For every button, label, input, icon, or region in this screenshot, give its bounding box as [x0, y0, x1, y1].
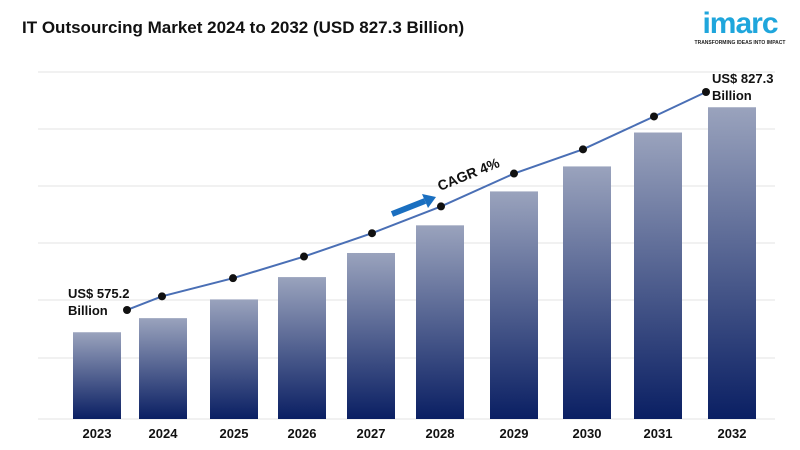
trend-marker — [579, 145, 587, 154]
trend-marker — [158, 292, 166, 301]
x-tick-label: 2025 — [220, 426, 249, 441]
x-tick-label: 2023 — [83, 426, 112, 441]
bar-2027 — [347, 252, 395, 419]
bar-2032 — [708, 107, 756, 419]
bar-2031 — [634, 132, 682, 420]
start-unit-label: Billion — [68, 303, 108, 318]
trend-marker — [650, 112, 658, 121]
bar-2023 — [73, 332, 121, 419]
x-tick-label: 2028 — [426, 426, 455, 441]
bar-2029 — [490, 191, 538, 419]
x-tick-label: 2031 — [644, 426, 673, 441]
trend-marker — [123, 306, 131, 314]
x-tick-label: 2027 — [357, 426, 386, 441]
logo-word: imarc — [702, 7, 778, 40]
end-unit-label: Billion — [712, 88, 752, 103]
start-value-label: US$ 575.2 — [68, 286, 129, 301]
bar-2025 — [210, 299, 258, 419]
x-tick-label: 2032 — [718, 426, 747, 441]
chart-title: IT Outsourcing Market 2024 to 2032 (USD … — [22, 18, 465, 37]
x-tick-label: 2030 — [573, 426, 602, 441]
logo-tagline: TRANSFORMING IDEAS INTO IMPACT — [694, 40, 786, 46]
x-tick-label: 2026 — [288, 426, 317, 441]
trend-marker — [368, 229, 376, 238]
cagr-label: CAGR 4% — [435, 154, 502, 194]
bar-2024 — [139, 318, 187, 419]
trend-marker — [300, 252, 308, 261]
x-tick-label: 2029 — [500, 426, 529, 441]
bar-2030 — [563, 166, 611, 419]
trend-marker — [702, 88, 710, 96]
trend-line — [126, 91, 707, 311]
end-value-label: US$ 827.3 — [712, 71, 773, 86]
trend-marker — [229, 274, 237, 283]
bar-2028 — [416, 225, 464, 419]
x-tick-label: 2024 — [149, 426, 179, 441]
imarc-logo: imarc TRANSFORMING IDEAS INTO IMPACT — [690, 7, 790, 47]
trend-marker — [510, 169, 518, 178]
bar-2026 — [278, 277, 326, 419]
trend-marker — [437, 202, 445, 211]
cagr-arrow — [390, 194, 436, 217]
